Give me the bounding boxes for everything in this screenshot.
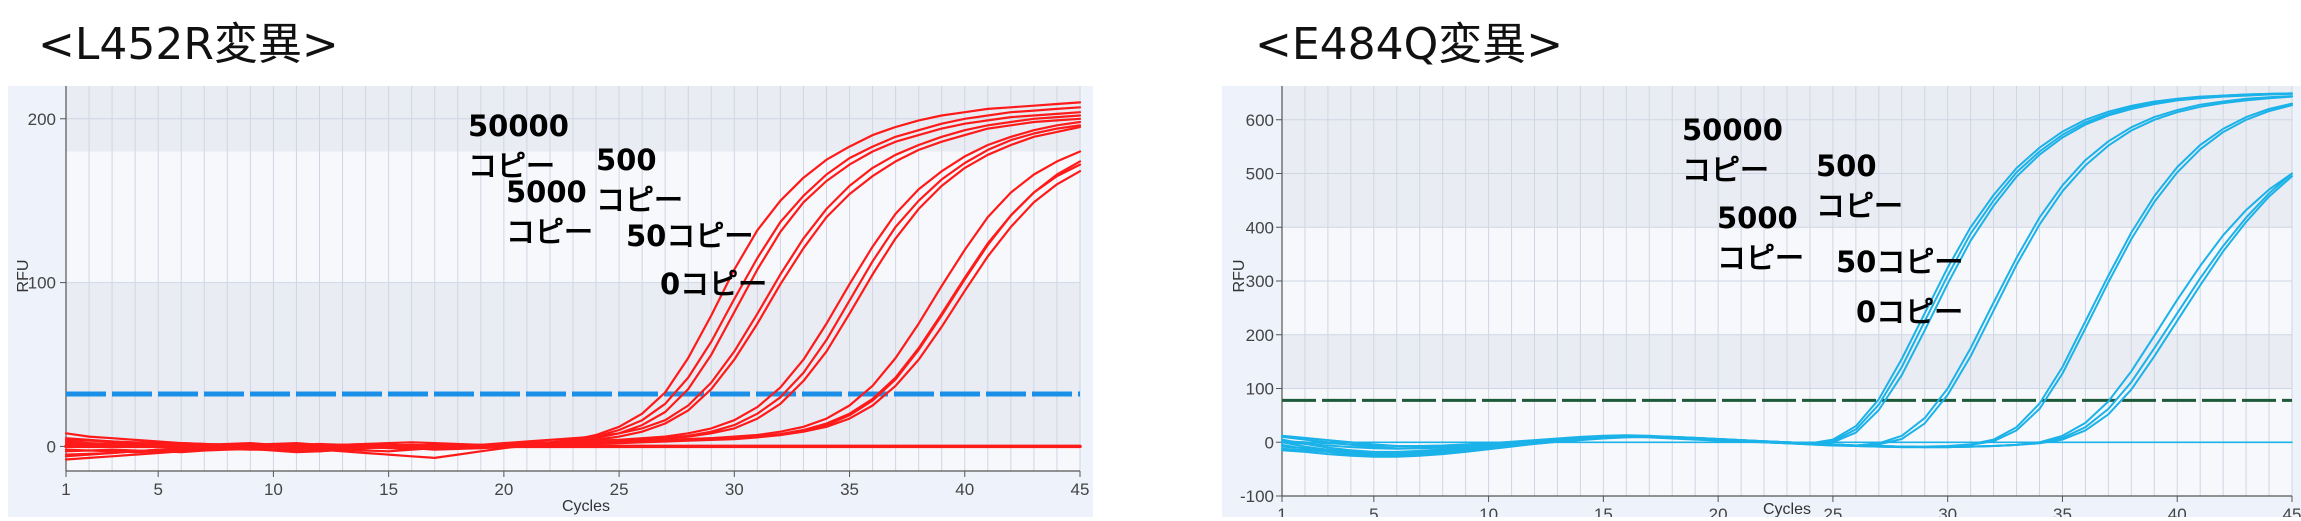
annotation-label: 500 — [596, 143, 657, 177]
x-tick-label: 15 — [1594, 505, 1613, 517]
annotation-label: 50コピー — [1836, 245, 1963, 279]
x-tick-label: 5 — [1369, 505, 1378, 517]
x-tick-label: 40 — [2168, 505, 2187, 517]
annotation-label: コピー — [1717, 241, 1804, 275]
annotation-label: コピー — [1682, 153, 1769, 187]
x-tick-label: 10 — [1479, 505, 1498, 517]
annotation-label: 50000 — [1682, 113, 1783, 147]
annotation-label: 500 — [1816, 149, 1877, 183]
x-tick-label: 20 — [494, 480, 513, 499]
chart-panel-l452r: 1 5 10 15 20 25 30 35 40 45 0 100 200 Cycles RFU 50000 コ… — [8, 86, 1093, 517]
y-tick-label: 200 — [28, 110, 56, 129]
y-tick-label: -100 — [1240, 487, 1274, 506]
annotation-label: 50000 — [468, 109, 569, 143]
x-tick-label: 30 — [1938, 505, 1957, 517]
x-tick-label: 1 — [61, 480, 70, 499]
y-tick-label: 0 — [1265, 433, 1274, 452]
x-tick-label: 5 — [153, 480, 162, 499]
chart-svg-e484q: 1 5 10 15 20 25 30 35 40 45-100010020030040050060… — [1231, 57, 2301, 521]
annotation-label: 5000 — [506, 175, 587, 209]
x-tick-label: 40 — [955, 480, 974, 499]
x-axis-title: Cycles — [1763, 501, 1811, 517]
chart-title-e484q: <E484Q変異> — [1255, 19, 1564, 70]
chart-svg-l452r: 1 5 10 15 20 25 30 35 40 450100200CyclesRFU50000コ… — [15, 86, 1090, 515]
y-tick-label: 500 — [1246, 165, 1274, 184]
x-tick-label: 1 — [1277, 505, 1286, 517]
y-tick-label: 400 — [1246, 218, 1274, 237]
x-tick-label: 25 — [610, 480, 629, 499]
x-tick-label: 35 — [2053, 505, 2072, 517]
y-tick-label: 100 — [28, 274, 56, 293]
y-tick-label: 200 — [1246, 326, 1274, 345]
x-tick-label: 25 — [1823, 505, 1842, 517]
annotation-label: 0コピー — [1856, 295, 1963, 329]
x-tick-label: 15 — [379, 480, 398, 499]
annotation-label: 5000 — [1717, 201, 1798, 235]
y-axis-title: RFU — [15, 260, 32, 293]
x-tick-label: 45 — [2283, 505, 2301, 517]
chart-panel-e484q: 1 5 10 15 20 25 30 35 40 45 -100 0 100 200 300 400 500 60… — [1222, 57, 2301, 521]
y-tick-label: 100 — [1246, 380, 1274, 399]
annotation-label: コピー — [596, 183, 683, 217]
annotation-label: コピー — [506, 215, 593, 249]
x-tick-label: 30 — [725, 480, 744, 499]
x-axis-title: Cycles — [562, 498, 610, 515]
annotation-label: 50コピー — [626, 219, 753, 253]
y-tick-label: 300 — [1246, 272, 1274, 291]
y-tick-label: 600 — [1246, 111, 1274, 130]
annotation-label: コピー — [1816, 189, 1903, 223]
annotation-label: 0コピー — [660, 267, 767, 301]
x-tick-label: 10 — [264, 480, 283, 499]
annotation-label: コピー — [468, 149, 555, 183]
y-tick-label: 0 — [47, 437, 56, 456]
chart-title-l452r: <L452R変異> — [38, 19, 339, 70]
x-tick-label: 35 — [840, 480, 859, 499]
x-tick-label: 20 — [1709, 505, 1728, 517]
x-tick-label: 45 — [1071, 480, 1090, 499]
y-axis-title: RFU — [1231, 260, 1248, 293]
